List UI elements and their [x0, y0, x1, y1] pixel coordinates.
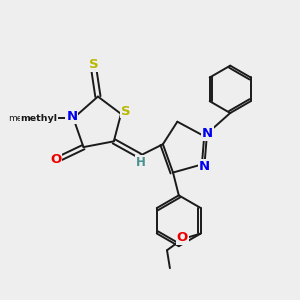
Text: methyl: methyl — [20, 114, 57, 123]
Text: O: O — [177, 231, 188, 244]
Text: N: N — [199, 160, 210, 173]
Text: methyl: methyl — [44, 118, 49, 119]
Text: S: S — [122, 104, 131, 118]
Text: N: N — [202, 127, 213, 140]
Text: methyl: methyl — [8, 114, 40, 123]
Text: N: N — [66, 110, 77, 123]
Text: O: O — [50, 153, 61, 166]
Text: H: H — [135, 156, 145, 169]
Text: S: S — [89, 58, 98, 71]
